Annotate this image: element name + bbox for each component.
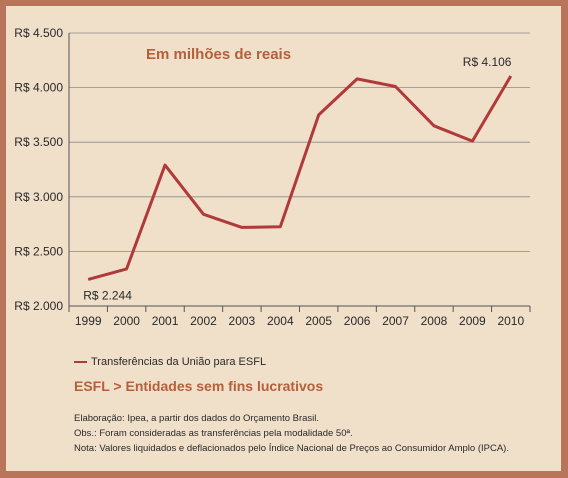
x-tick-label: 2005	[305, 314, 332, 328]
x-tick-label: 2004	[267, 314, 294, 328]
line-chart: R$ 2.000 R$ 2.500 R$ 3.000 R$ 3.500 R$ 4.000…	[14, 26, 531, 328]
note-obs: Obs.: Foram consideradas as transferênci…	[74, 428, 353, 439]
abbreviation-note: ESFL > Entidades sem fins lucrativos	[74, 378, 324, 394]
y-tick-label: R$ 2.500	[14, 244, 63, 258]
chart-frame: R$ 2.000 R$ 2.500 R$ 3.000 R$ 3.500 R$ 4.000…	[6, 6, 561, 471]
y-tick-label: R$ 4.500	[14, 26, 63, 40]
note-nota: Nota: Valores liquidados e deflacionados…	[74, 443, 509, 454]
y-tick-labels: R$ 2.000 R$ 2.500 R$ 3.000 R$ 3.500 R$ 4.000…	[14, 26, 63, 313]
annotations: R$ 2.244 R$ 4.106	[83, 55, 512, 302]
x-tick-labels: 1999 2000 2001 2002 2003 2004 2005 2006 2007 2008…	[75, 314, 525, 328]
legend-label: Transferências da União para ESFL	[91, 356, 267, 368]
legend-swatch	[74, 361, 87, 363]
x-tick-label: 2003	[229, 314, 256, 328]
x-tick-label: 2008	[421, 314, 448, 328]
data-label: R$ 2.244	[83, 288, 132, 302]
x-tick-label: 2006	[344, 314, 371, 328]
y-tick-label: R$ 3.500	[14, 135, 63, 149]
x-tick-label: 2010	[497, 314, 524, 328]
x-tick-label: 1999	[75, 314, 102, 328]
series-line	[87, 75, 513, 281]
data-label: R$ 4.106	[463, 55, 512, 69]
y-tick-label: R$ 3.000	[14, 190, 63, 204]
grid-lines	[69, 32, 530, 252]
legend: Transferências da União para ESFL	[74, 356, 266, 368]
y-tick-label: R$ 2.000	[14, 299, 63, 313]
x-tick-label: 2002	[190, 314, 217, 328]
chart-subtitle: Em milhões de reais	[146, 46, 291, 63]
x-tick-label: 2007	[382, 314, 409, 328]
note-source: Elaboração: Ipea, a partir dos dados do …	[74, 413, 320, 424]
x-tick-label: 2001	[152, 314, 179, 328]
axes	[68, 33, 531, 312]
source-notes: Elaboração: Ipea, a partir dos dados do …	[74, 411, 509, 456]
x-tick-label: 2009	[459, 314, 486, 328]
y-tick-label: R$ 4.000	[14, 81, 63, 95]
series-group	[87, 75, 513, 281]
x-tick-label: 2000	[113, 314, 140, 328]
